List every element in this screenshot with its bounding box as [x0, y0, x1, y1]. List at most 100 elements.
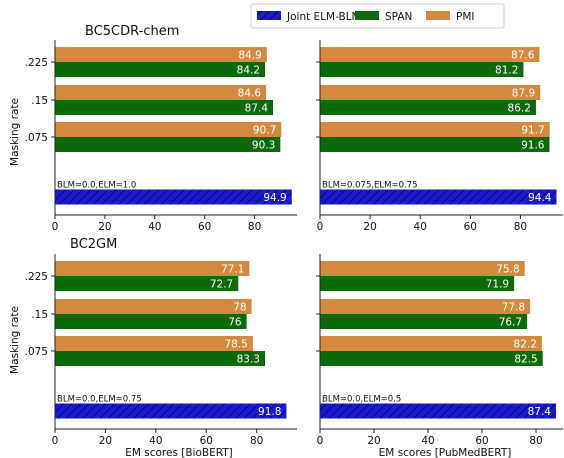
x-tick-label: 20	[363, 221, 376, 233]
x-tick-label: 60	[464, 221, 477, 233]
bar-joint	[320, 189, 557, 205]
bar-span	[320, 137, 550, 152]
bar-label-span: 76	[228, 317, 242, 329]
y-axis-label: Masking rate	[9, 98, 21, 166]
y-ticks: .225 .15 .075	[25, 57, 55, 144]
bar-span	[55, 100, 274, 115]
joint-config-label: BLM=0.075,ELM=0.75	[322, 181, 418, 191]
bar-pmi	[320, 85, 541, 100]
bar-label-span: 81.2	[495, 65, 518, 77]
y-tick-label: .225	[25, 271, 48, 283]
x-ticks: 0 20 40 60 80	[317, 429, 543, 447]
legend-swatch-span	[355, 11, 379, 20]
bar-label-span: 87.4	[245, 103, 269, 115]
axes	[319, 254, 563, 430]
panel-bc5cdr-pubmedbert: 87.6 81.2 87.9 86.2 91.7 91.6 94.4 BLM=0.075,EL…	[316, 40, 563, 233]
bar-span	[55, 137, 281, 152]
bar-span	[320, 100, 536, 115]
panel-title: BC2GM	[70, 237, 117, 252]
bars: 87.6 81.2 87.9 86.2 91.7 91.6 94.4 BLM=0.075,EL…	[320, 47, 557, 205]
bar-label-span: 83.3	[237, 354, 260, 366]
bar-label-pmi: 78	[233, 302, 246, 314]
bar-span	[55, 276, 239, 291]
bar-label-joint: 87.4	[528, 406, 552, 418]
bar-label-span: 86.2	[508, 103, 531, 115]
axes	[319, 40, 563, 216]
y-tick-label: .225	[25, 57, 48, 69]
bar-label-joint: 91.8	[258, 406, 281, 418]
x-tick-label: 20	[98, 221, 111, 233]
x-tick-label: 0	[52, 221, 59, 233]
bars: 77.1 72.778 76 78.5 83.3 91.8 BLM=0.0,ELM=0.75	[55, 261, 287, 419]
bar-pmi	[55, 299, 252, 314]
x-ticks: 0 20 40 60 80	[52, 429, 263, 447]
x-ticks: 0 20 40 60 80	[52, 215, 261, 233]
bar-span	[55, 314, 247, 329]
bar-label-span: 72.7	[210, 279, 233, 291]
x-tick-label: 20	[99, 435, 112, 447]
bar-pmi	[320, 299, 531, 314]
legend-label-pmi: PMI	[456, 11, 475, 23]
bar-pmi	[55, 47, 267, 62]
y-tick-label: .075	[25, 132, 48, 144]
bar-label-pmi: 77.1	[221, 264, 244, 276]
y-ticks	[316, 275, 320, 352]
bar-joint	[55, 403, 287, 419]
joint-config-label: BLM=0.0,ELM=0.5	[322, 395, 401, 405]
bar-label-pmi: 87.9	[512, 88, 535, 100]
axes	[54, 40, 297, 216]
bar-pmi	[55, 261, 250, 276]
bar-label-span: 71.9	[486, 279, 509, 291]
bar-label-joint: 94.9	[263, 192, 286, 204]
bar-span	[320, 314, 528, 329]
bar-label-pmi: 77.8	[502, 302, 525, 314]
panel-bc2gm-biobert: BC2GM Masking rate EM scores [BioBERT] 7…	[9, 237, 297, 458]
legend-label-span: SPAN	[385, 11, 412, 23]
x-tick-label: 40	[421, 435, 434, 447]
bar-span	[320, 276, 515, 291]
x-tick-label: 80	[250, 435, 263, 447]
bar-pmi	[320, 47, 540, 62]
x-tick-label: 20	[367, 435, 380, 447]
bar-span	[55, 62, 266, 77]
y-axis-label: Masking rate	[9, 306, 21, 374]
bar-label-pmi: 75.8	[496, 264, 519, 276]
y-tick-label: .075	[25, 346, 48, 358]
y-tick-label: .15	[31, 309, 48, 321]
bars: 84.9 84.2 84.6 87.4 90.7 90.3 94.9 BLM=0.0,ELM=…	[55, 47, 292, 205]
x-tick-label: 80	[529, 435, 542, 447]
bar-label-span: 76.7	[499, 317, 522, 329]
x-tick-label: 0	[317, 435, 324, 447]
x-tick-label: 40	[414, 221, 427, 233]
x-tick-label: 40	[148, 221, 161, 233]
bar-label-pmi: 90.7	[253, 125, 276, 137]
bar-label-pmi: 82.2	[514, 339, 537, 351]
bar-span	[320, 351, 543, 366]
panel-bc5cdr-biobert: BC5CDR-chem Masking rate 84.9 84.2 84.6 87.…	[9, 24, 297, 233]
bar-joint	[320, 403, 556, 419]
y-ticks: .225 .15 .075	[25, 271, 55, 358]
bar-label-joint: 94.4	[528, 192, 552, 204]
legend-label-joint: Joint ELM-BLM	[286, 11, 361, 23]
panel-title: BC5CDR-chem	[85, 24, 179, 39]
x-tick-label: 0	[317, 221, 324, 233]
bar-label-pmi: 84.6	[238, 88, 262, 100]
bar-label-pmi: 84.9	[238, 50, 261, 62]
x-tick-label: 40	[149, 435, 162, 447]
x-tick-label: 80	[514, 221, 527, 233]
bar-joint	[55, 189, 292, 205]
x-axis-label: EM scores [PubMedBERT]	[379, 447, 512, 458]
legend-swatch-pmi	[426, 11, 450, 20]
bar-label-pmi: 78.5	[224, 339, 247, 351]
bar-label-pmi: 91.7	[521, 125, 544, 137]
bar-label-pmi: 87.6	[511, 50, 535, 62]
bar-pmi	[320, 122, 550, 137]
x-ticks: 0 20 40 60 80	[317, 215, 527, 233]
y-ticks	[316, 61, 320, 138]
bar-span	[320, 62, 524, 77]
x-tick-label: 60	[200, 435, 213, 447]
x-tick-label: 60	[475, 435, 488, 447]
bar-pmi	[55, 122, 282, 137]
x-tick-label: 80	[248, 221, 261, 233]
